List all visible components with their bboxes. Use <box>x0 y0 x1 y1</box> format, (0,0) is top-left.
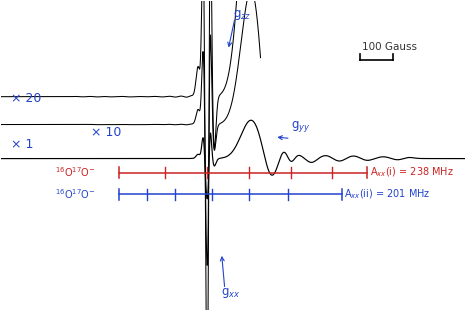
Text: 100 Gauss: 100 Gauss <box>362 42 417 52</box>
Text: A$_{xx}$(ii) = 201 MHz: A$_{xx}$(ii) = 201 MHz <box>344 188 431 201</box>
Text: g$_{xx}$: g$_{xx}$ <box>221 286 240 300</box>
Text: × 10: × 10 <box>91 126 121 139</box>
Text: g$_{zz}$: g$_{zz}$ <box>233 8 251 22</box>
Text: $^{16}$O$^{17}$O$^{-}$: $^{16}$O$^{17}$O$^{-}$ <box>55 187 96 201</box>
Text: × 20: × 20 <box>11 92 41 105</box>
Text: A$_{xx}$(i) = 238 MHz: A$_{xx}$(i) = 238 MHz <box>370 166 454 179</box>
Text: g$_{yy}$: g$_{yy}$ <box>291 118 310 134</box>
Text: × 1: × 1 <box>11 138 33 151</box>
Text: $^{16}$O$^{17}$O$^{-}$: $^{16}$O$^{17}$O$^{-}$ <box>55 166 96 179</box>
